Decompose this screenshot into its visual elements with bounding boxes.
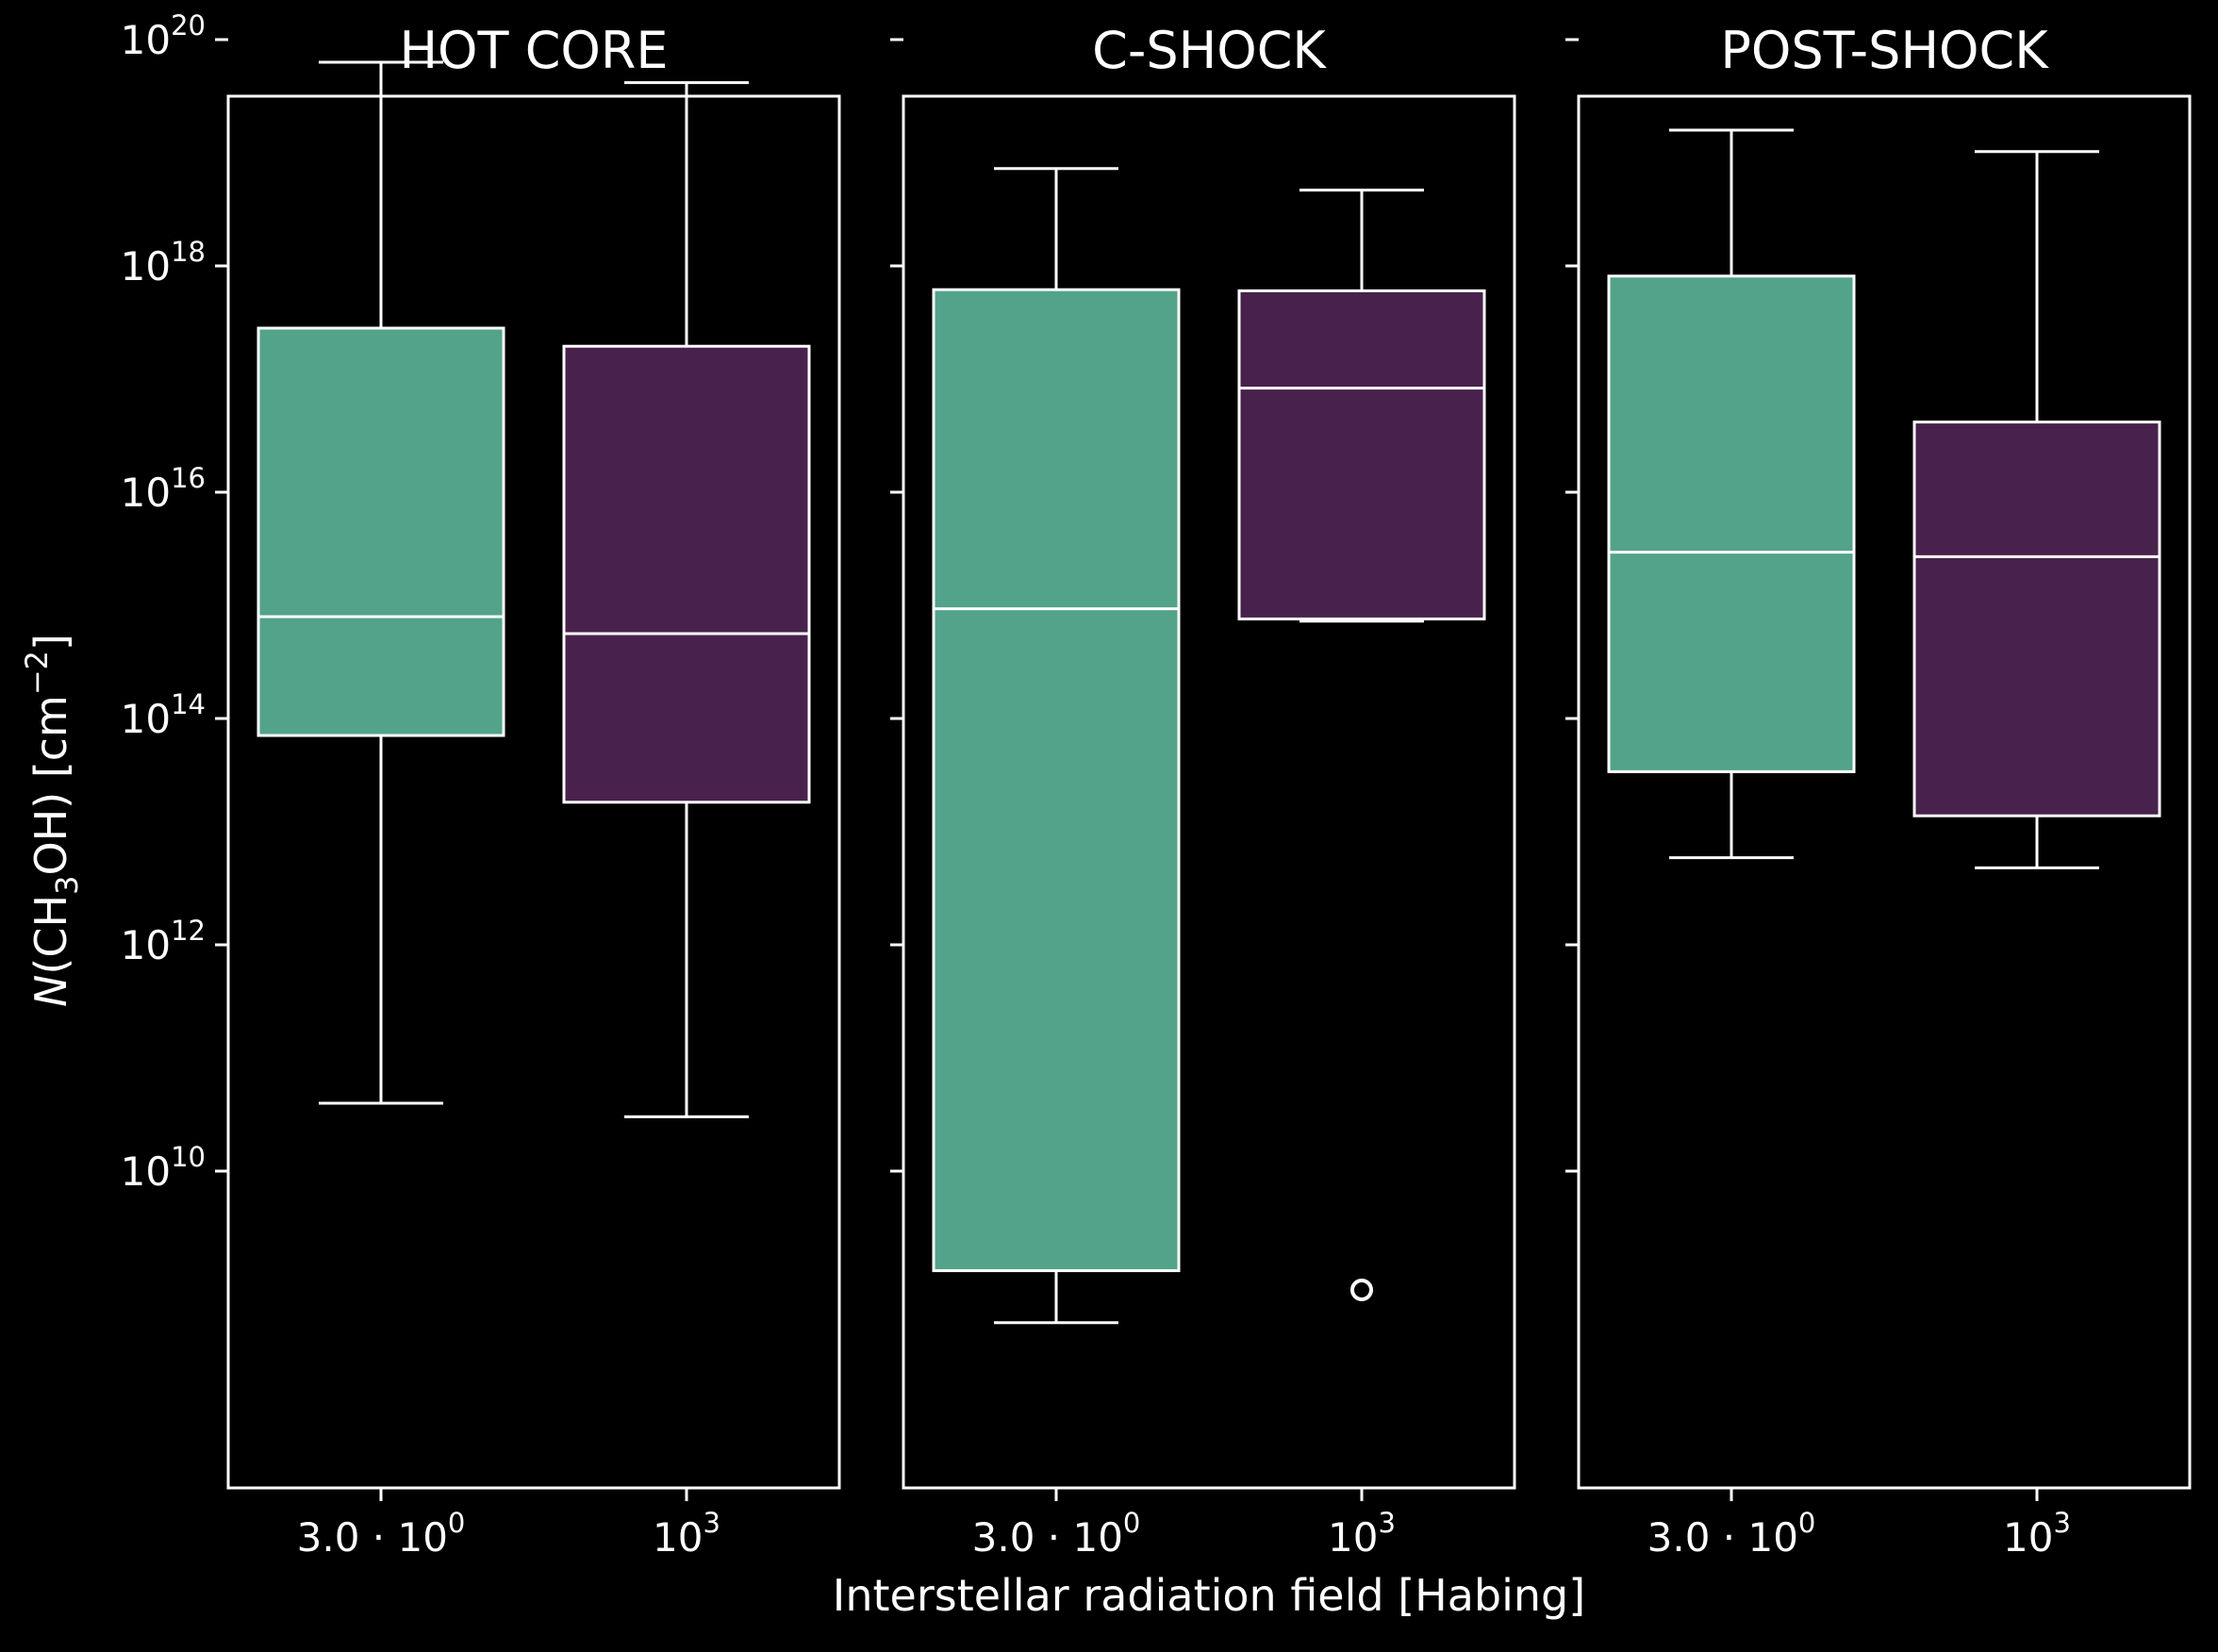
y-tick-label: 1016 — [121, 462, 206, 516]
y-tick-label: 1020 — [121, 9, 206, 63]
x-tick-label: 103 — [2003, 1507, 2071, 1561]
x-tick-label: 103 — [653, 1507, 720, 1561]
y-axis-label: N(CH3OH) [cm−2] — [19, 634, 85, 1007]
panel-title: C-SHOCK — [1092, 21, 1327, 80]
box — [257, 326, 505, 737]
panel-title: POST-SHOCK — [1720, 21, 2049, 80]
panel-title: HOT CORE — [399, 21, 668, 80]
y-tick-label: 1018 — [121, 236, 206, 289]
panel-frame — [902, 94, 1516, 1490]
x-tick-label: 3.0 · 100 — [1647, 1507, 1816, 1561]
box — [562, 344, 811, 804]
panel-2: C-SHOCK 3.0 · 100 103 — [890, 21, 1516, 1561]
y-tick-label: 1014 — [121, 688, 206, 742]
x-tick-label: 3.0 · 100 — [972, 1507, 1141, 1561]
box — [1607, 274, 1856, 773]
panel-3: POST-SHOCK 3.0 · 100 103 — [1565, 21, 2192, 1561]
box — [1237, 289, 1486, 620]
plot-layer: HOT CORE 1010 1012 1014 1016 1018 1020 3.0 · 10… — [121, 9, 2192, 1561]
panel-1: HOT CORE 1010 1012 1014 1016 1018 1020 3.0 · 10… — [121, 9, 841, 1561]
x-tick-label: 103 — [1328, 1507, 1396, 1561]
outlier-point — [1350, 1279, 1373, 1301]
y-tick-label: 1010 — [121, 1141, 206, 1195]
panel-frame — [1577, 94, 2192, 1490]
y-tick-label: 1012 — [121, 915, 206, 968]
box — [932, 288, 1181, 1273]
x-axis-label: Interstellar radiation field [Habing] — [833, 1570, 1585, 1621]
panel-frame — [226, 94, 841, 1490]
x-tick-label: 3.0 · 100 — [297, 1507, 466, 1561]
box — [1912, 421, 2161, 818]
